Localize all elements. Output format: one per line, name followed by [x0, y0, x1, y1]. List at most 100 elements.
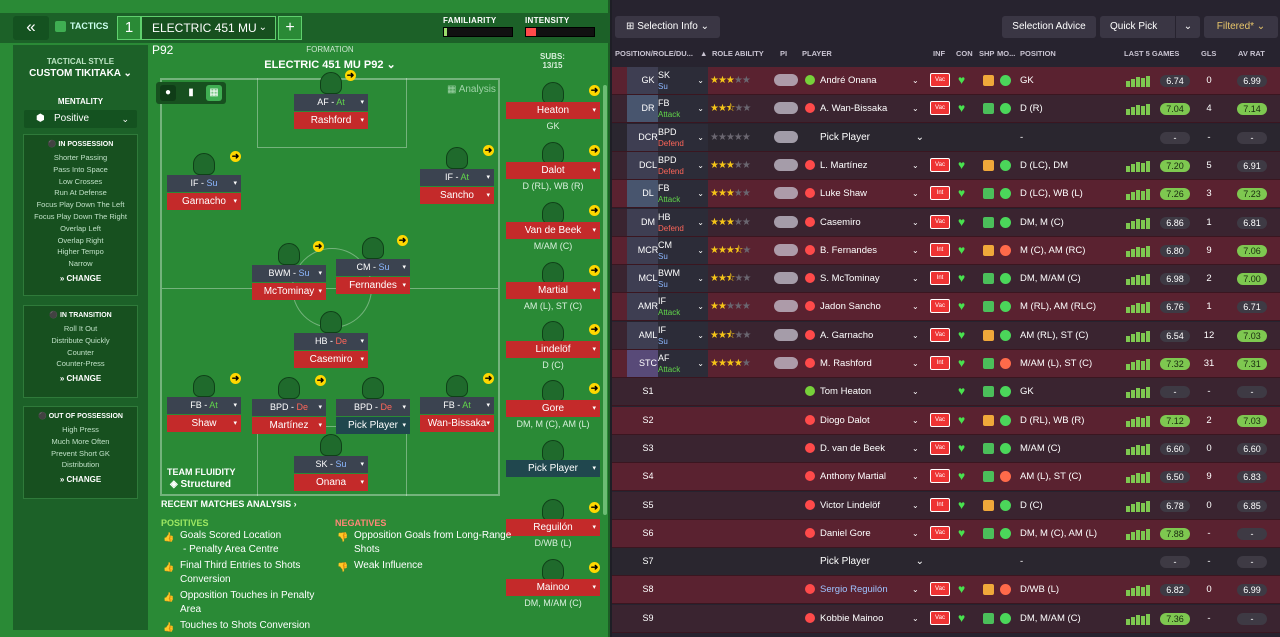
table-row[interactable]: MCR CM Su ⌄ ★★★⯪★ B. Fernandes ⌄ Int ♥ M (C), AM … — [612, 236, 1280, 265]
player-name[interactable]: Anthony Martial — [820, 471, 887, 483]
role-selector[interactable]: BWM - Su ▾ — [252, 265, 326, 282]
role-duty-selector[interactable]: FB Attack ⌄ — [658, 180, 708, 208]
role-duty-selector[interactable]: IF Attack ⌄ — [658, 293, 708, 321]
role-selector[interactable]: CM - Su ▾ — [336, 259, 410, 276]
chevron-down-icon[interactable]: ⌄ — [912, 76, 919, 85]
table-row[interactable]: S3 D. van de Beek ⌄ Vac ♥ M/AM (C) 6.60 0 6.60 — [612, 434, 1280, 463]
back-icon[interactable]: « — [13, 16, 49, 40]
player-instructions-icon[interactable] — [774, 187, 798, 200]
chevron-down-icon[interactable]: ⌄ — [912, 443, 919, 453]
chevron-down-icon[interactable]: ⌄ — [912, 160, 919, 170]
table-row[interactable]: S4 Anthony Martial ⌄ Vac ♥ AM (L), ST (C) 6.50… — [612, 463, 1280, 492]
role-selector[interactable]: HB - De ▾ — [294, 333, 368, 350]
player-name-selector[interactable]: Garnacho ▾ — [167, 193, 241, 210]
player-name[interactable]: A. Garnacho — [820, 329, 874, 341]
add-tactic-button[interactable]: + — [278, 16, 302, 40]
pick-player-selector[interactable]: Pick Player ▾ — [336, 417, 410, 434]
pick-player-dropdown[interactable]: Pick Player ⌄ — [820, 128, 924, 148]
player-name[interactable]: M. Rashford — [820, 358, 872, 369]
player-name-selector[interactable]: Casemiro ▾ — [294, 351, 368, 368]
player-name[interactable]: Tom Heaton — [820, 386, 872, 398]
table-row[interactable]: DL FB Attack ⌄ ★★★★★ Luke Shaw ⌄ Int ♥ D (LC), WB… — [612, 180, 1280, 209]
role-selector[interactable]: SK - Su ▾ — [294, 456, 368, 473]
player-name-selector[interactable]: Martínez ▾ — [252, 417, 326, 434]
player-instructions-icon[interactable] — [774, 272, 798, 285]
chevron-down-icon[interactable]: ⌄ — [912, 613, 919, 623]
pick-player-selector[interactable]: Pick Player ▾ — [506, 460, 600, 477]
table-row[interactable]: S7 Pick Player ⌄ - - - - — [612, 548, 1280, 577]
table-row[interactable]: S6 Daniel Gore ⌄ Vac ♥ DM, M (C), AM (L) 7.88 -… — [612, 519, 1280, 548]
chevron-down-icon[interactable]: ⌄ — [912, 359, 919, 368]
player-name[interactable]: B. Fernandes — [820, 244, 878, 256]
table-row[interactable]: STC AF Attack ⌄ ★★★★★ M. Rashford ⌄ Int ♥ M/AM (L… — [612, 350, 1280, 378]
player-name[interactable]: André Onana — [820, 75, 877, 86]
table-row[interactable]: DCR BPD Defend ⌄ ★★★★★ Pick Player ⌄ - - - - — [612, 123, 1280, 152]
player-instructions-icon[interactable] — [774, 215, 798, 228]
player-name[interactable]: Victor Lindelöf — [820, 499, 881, 511]
chevron-down-icon[interactable]: ⌄ — [912, 274, 919, 284]
role-selector[interactable]: FB - At ▾ — [167, 397, 241, 414]
role-duty-selector[interactable]: HB Defend ⌄ — [658, 208, 708, 236]
bar-chart-icon[interactable]: ▮ — [188, 87, 194, 98]
table-row[interactable]: DR FB Attack ⌄ ★★⯪★★ A. Wan-Bissaka ⌄ Vac ♥ D (R)… — [612, 95, 1280, 124]
chevron-down-icon[interactable]: ⌄ — [912, 245, 919, 255]
player-instructions-icon[interactable] — [774, 300, 798, 313]
table-row[interactable]: AMR IF Attack ⌄ ★★★★★ Jadon Sancho ⌄ Vac ♥ M (RL)… — [612, 293, 1280, 322]
chevron-down-icon[interactable]: ⌄ — [912, 302, 919, 312]
tactics-board-icon[interactable]: ▦ — [206, 85, 222, 101]
tactical-style-dropdown[interactable]: CUSTOM TIKITAKA ⌄ — [29, 68, 132, 79]
selection-info-dropdown[interactable]: ⊞ Selection Info ⌄ — [615, 16, 720, 38]
mentality-dropdown[interactable]: ⬢ Positive ⌄ — [24, 110, 137, 128]
chevron-down-icon[interactable]: ⌄ — [912, 189, 919, 199]
player-name[interactable]: Luke Shaw — [820, 188, 868, 200]
familiarity-meter[interactable]: FAMILIARITY — [443, 16, 513, 37]
chevron-down-icon[interactable]: ⌄ — [912, 528, 919, 538]
table-row[interactable]: DM HB Defend ⌄ ★★★★★ Casemiro ⌄ Vac ♥ DM, M (C) 6.… — [612, 208, 1280, 237]
player-name[interactable]: S. McTominay — [820, 273, 880, 285]
chevron-down-icon[interactable]: ⌄ — [912, 330, 919, 340]
table-row[interactable]: S8 Sergio Reguilón ⌄ Vac ♥ D/WB (L) 6.82 0 6.99 — [612, 576, 1280, 605]
sub-name[interactable]: Van de Beek ▾ — [506, 222, 600, 239]
sub-name[interactable]: Dalot ▾ — [506, 162, 600, 179]
table-row[interactable]: S1 Tom Heaton ⌄ ♥ GK - - - — [612, 378, 1280, 407]
player-name[interactable]: L. Martínez — [820, 159, 868, 171]
player-name[interactable]: Jadon Sancho — [820, 301, 881, 313]
player-name[interactable]: A. Wan-Bissaka — [820, 103, 888, 115]
pick-player-dropdown[interactable]: Pick Player ⌄ — [820, 552, 924, 572]
player-name[interactable]: D. van de Beek — [820, 442, 885, 454]
player-name-selector[interactable]: Sancho ▾ — [420, 187, 494, 204]
table-row[interactable]: MCL BWM Su ⌄ ★★⯪★★ S. McTominay ⌄ Int ♥ DM, M/AM … — [612, 265, 1280, 294]
player-instructions-icon[interactable] — [774, 102, 798, 115]
sub-name[interactable]: Mainoo ▾ — [506, 579, 600, 596]
role-selector[interactable]: FB - At ▾ — [420, 397, 494, 414]
selection-advice-button[interactable]: Selection Advice — [1002, 16, 1096, 38]
player-name[interactable]: Kobbie Mainoo — [820, 612, 884, 624]
table-row[interactable]: S5 Victor Lindelöf ⌄ Int ♥ D (C) 6.78 0 6.85 — [612, 491, 1280, 520]
table-row[interactable]: AML IF Su ⌄ ★★⯪★★ A. Garnacho ⌄ Vac ♥ AM (RL), ST… — [612, 321, 1280, 350]
player-instructions-icon[interactable] — [774, 158, 798, 171]
sub-name[interactable]: Heaton ▾ — [506, 102, 600, 119]
recent-matches-analysis-link[interactable]: RECENT MATCHES ANALYSIS › — [161, 499, 297, 509]
role-duty-selector[interactable]: BPD Defend ⌄ — [658, 151, 708, 179]
player-view-icon[interactable]: ● — [160, 85, 176, 101]
role-duty-selector[interactable]: IF Su ⌄ — [658, 321, 708, 349]
player-instructions-icon[interactable] — [774, 328, 798, 341]
chevron-down-icon[interactable]: ⌄ — [912, 472, 919, 482]
role-duty-selector[interactable]: FB Attack ⌄ — [658, 95, 708, 123]
chevron-down-icon[interactable]: ⌄ — [912, 217, 919, 227]
filter-dropdown[interactable]: Filtered* ⌄ — [1204, 16, 1278, 38]
player-name[interactable]: Casemiro — [820, 216, 861, 228]
player-name-selector[interactable]: Wan-Bissaka ▾ — [420, 415, 494, 432]
sub-name[interactable]: Martial ▾ — [506, 282, 600, 299]
table-row[interactable]: S2 Diogo Dalot ⌄ Vac ♥ D (RL), WB (R) 7.12 2 7.0… — [612, 406, 1280, 435]
sub-name[interactable]: Lindelöf ▾ — [506, 341, 600, 358]
pitch-view-toggle[interactable]: ● ▮ ▦ — [156, 82, 226, 104]
role-selector[interactable]: BPD - De ▾ — [252, 399, 326, 416]
player-name-selector[interactable]: Shaw ▾ — [167, 415, 241, 432]
table-row[interactable]: S9 Kobbie Mainoo ⌄ Vac ♥ DM, M/AM (C) 7.36 - - — [612, 604, 1280, 633]
formation-dropdown[interactable]: ELECTRIC 451 MU P92 ⌄ — [264, 59, 396, 71]
player-instructions-icon[interactable] — [774, 357, 798, 369]
intensity-meter[interactable]: INTENSITY — [525, 16, 595, 37]
tactic-slot-number[interactable]: 1 — [117, 16, 141, 40]
quick-pick-button[interactable]: Quick Pick ⌄ — [1100, 16, 1200, 38]
